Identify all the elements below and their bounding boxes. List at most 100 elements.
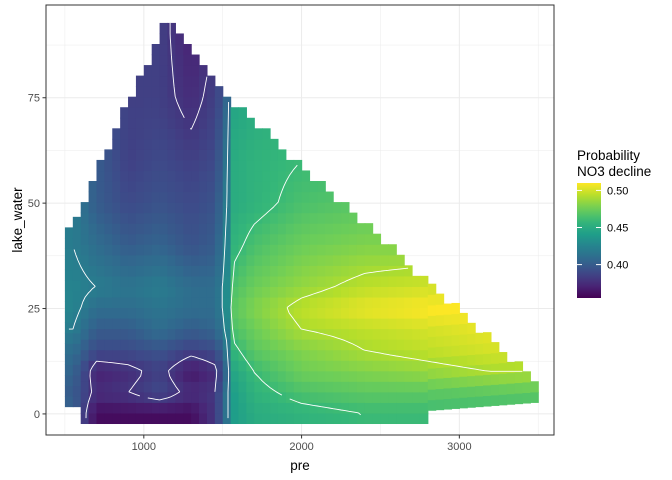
heatmap-tile — [167, 191, 176, 203]
heatmap-tile — [128, 107, 137, 119]
heatmap-tile — [191, 244, 200, 256]
heatmap-tile — [135, 244, 145, 256]
heatmap-tile — [293, 412, 303, 425]
heatmap-tile — [135, 339, 145, 351]
heatmap-tile — [135, 360, 145, 372]
heatmap-tile — [183, 44, 192, 56]
heatmap-tile — [183, 265, 192, 277]
heatmap-tile — [143, 254, 153, 266]
heatmap-tile — [128, 339, 137, 351]
heatmap-tile — [120, 370, 129, 382]
heatmap-tile — [254, 296, 263, 309]
legend-break-label: 0.50 — [607, 185, 628, 197]
heatmap-tile — [530, 391, 539, 403]
heatmap-tile — [80, 296, 90, 309]
y-axis-ticks: 0 25 50 75 — [28, 93, 46, 421]
heatmap-tile — [128, 254, 137, 266]
heatmap-tile — [238, 391, 247, 403]
heatmap-tile — [143, 339, 153, 351]
heatmap-tile — [128, 402, 137, 414]
heatmap-tile — [270, 265, 279, 277]
heatmap-tile — [96, 191, 105, 203]
heatmap-tile — [341, 349, 350, 361]
heatmap-tile — [80, 339, 90, 351]
heatmap-tile — [135, 254, 145, 266]
heatmap-tile — [135, 265, 145, 277]
heatmap-tile — [230, 286, 240, 298]
heatmap-tile — [364, 307, 374, 319]
heatmap-tile — [356, 254, 366, 266]
heatmap-tile — [128, 149, 137, 161]
heatmap-tile — [451, 334, 460, 346]
heatmap-tile — [396, 391, 405, 403]
heatmap-tile — [412, 328, 421, 340]
heatmap-tile — [96, 307, 105, 319]
heatmap-tile — [341, 360, 350, 372]
heatmap-tile — [206, 254, 216, 266]
heatmap-tile — [128, 307, 137, 319]
heatmap-tile — [285, 328, 295, 340]
heatmap-tile — [214, 159, 224, 172]
heatmap-tile — [412, 275, 421, 287]
heatmap-tile — [435, 335, 445, 347]
heatmap-tile — [175, 75, 184, 87]
legend-break-label: 0.40 — [607, 260, 628, 272]
heatmap-tile — [293, 307, 303, 319]
heatmap-tile — [72, 301, 82, 313]
heatmap-tile — [96, 296, 105, 309]
heatmap-tile — [254, 412, 263, 425]
heatmap-tile — [404, 402, 413, 414]
heatmap-tile — [356, 265, 366, 277]
heatmap-tile — [143, 223, 153, 235]
heatmap-tile — [230, 117, 240, 129]
heatmap-tile — [254, 318, 263, 330]
heatmap-tile — [356, 223, 366, 235]
heatmap-tile — [262, 275, 271, 287]
heatmap-tile — [214, 86, 224, 98]
heatmap-tile — [285, 212, 295, 224]
heatmap-tile — [175, 149, 184, 161]
heatmap-tile — [293, 318, 303, 330]
heatmap-tile — [183, 370, 192, 382]
heatmap-tile — [246, 128, 255, 140]
heatmap-tile — [159, 391, 169, 403]
heatmap-tile — [412, 412, 421, 425]
heatmap-tile — [348, 391, 358, 403]
heatmap-tile — [230, 402, 240, 414]
heatmap-tile — [167, 212, 176, 224]
heatmap-tile — [254, 402, 263, 414]
heatmap-tile — [341, 254, 350, 266]
heatmap-tile — [270, 181, 279, 193]
heatmap-tile — [262, 370, 271, 382]
heatmap-tile — [325, 360, 334, 372]
heatmap-tile — [120, 107, 129, 119]
heatmap-tile — [104, 318, 113, 330]
heatmap-tile — [64, 301, 74, 313]
heatmap-tile — [419, 370, 429, 382]
heatmap-tile — [199, 381, 208, 393]
heatmap-tile — [238, 212, 247, 224]
heatmap-tile — [175, 107, 184, 119]
heatmap-tile — [396, 296, 405, 309]
heatmap-tile — [167, 265, 176, 277]
heatmap-tile — [246, 370, 255, 382]
heatmap-tile — [222, 391, 232, 403]
heatmap-tile — [167, 22, 176, 35]
heatmap-tile — [214, 328, 224, 340]
heatmap-tile — [475, 332, 484, 344]
heatmap-tile — [159, 149, 169, 161]
heatmap-tile — [396, 328, 405, 340]
heatmap-tile — [325, 349, 334, 361]
heatmap-tile — [151, 296, 161, 309]
heatmap-tile — [214, 223, 224, 235]
heatmap-tile — [309, 223, 318, 235]
heatmap-tile — [301, 370, 311, 382]
heatmap-tile — [317, 223, 326, 235]
heatmap-tile — [372, 233, 382, 245]
heatmap-tile — [293, 391, 303, 403]
heatmap-tile — [230, 223, 240, 235]
heatmap-tile — [143, 360, 153, 372]
heatmap-tile — [443, 366, 453, 378]
heatmap-tile — [183, 307, 192, 319]
heatmap-tile — [159, 339, 169, 351]
